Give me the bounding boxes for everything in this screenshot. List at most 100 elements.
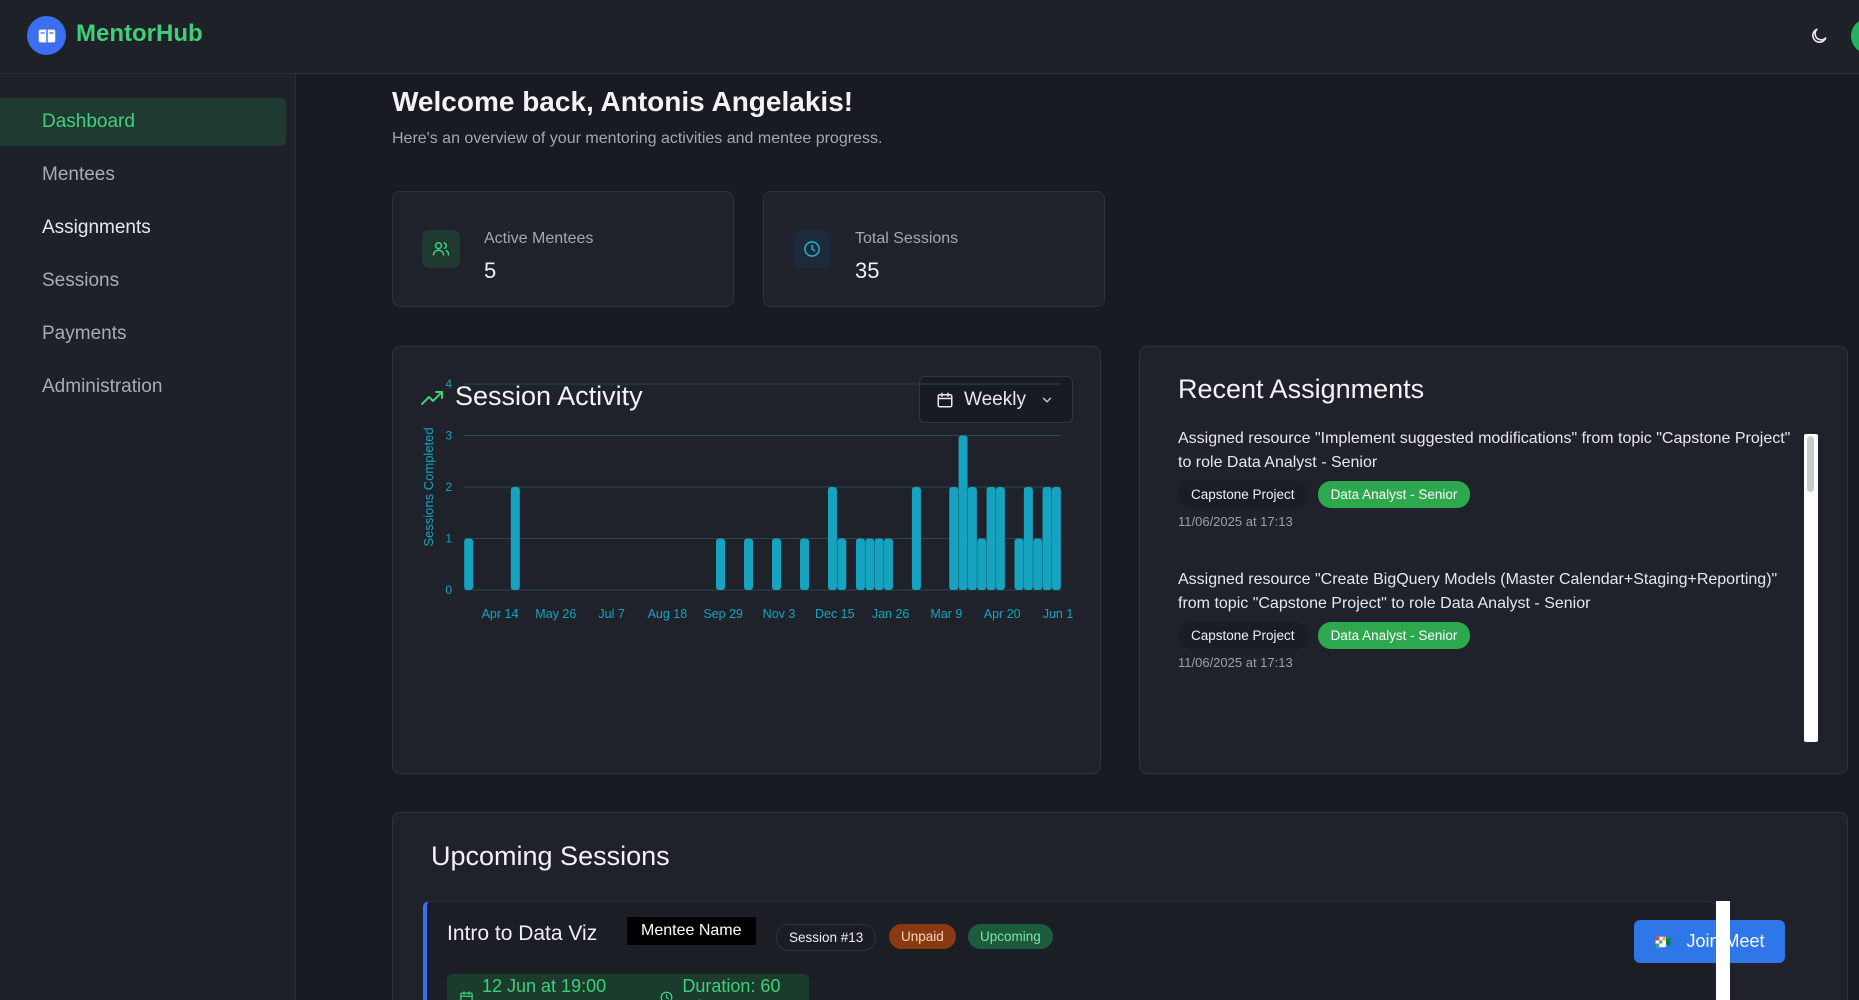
sidebar-item-mentees[interactable]: Mentees: [42, 164, 115, 185]
bar[interactable]: [883, 538, 893, 591]
period-select-value: Weekly: [964, 388, 1026, 410]
session-duration: Duration: 60 min: [682, 976, 781, 1000]
bar[interactable]: [1033, 538, 1043, 591]
x-tick-label: May 26: [535, 607, 576, 621]
logo-book-icon: [27, 16, 66, 55]
bar[interactable]: [744, 538, 754, 591]
sidebar-item-payments[interactable]: Payments: [42, 323, 127, 344]
topic-tag: Capstone Project: [1178, 622, 1308, 649]
users-icon: [422, 230, 460, 268]
bar[interactable]: [967, 487, 977, 590]
upcoming-sessions-title: Upcoming Sessions: [431, 841, 670, 871]
x-tick-label: Apr 14: [482, 607, 519, 621]
assignment-list: Assigned resource "Implement suggested m…: [1178, 427, 1818, 729]
x-tick-label: Apr 20: [984, 607, 1021, 621]
calendar-icon: [936, 391, 954, 409]
top-bar: MentorHub: [0, 0, 1859, 74]
session-activity-title: Session Activity: [455, 381, 643, 411]
assignment-text: Assigned resource "Create BigQuery Model…: [1178, 571, 1778, 612]
bar[interactable]: [799, 538, 809, 591]
chevron-down-icon: [1040, 393, 1054, 407]
x-tick-label: Jul 7: [598, 607, 624, 621]
y-tick-label: 3: [445, 429, 452, 443]
role-tag: Data Analyst - Senior: [1317, 622, 1471, 649]
bar[interactable]: [958, 435, 968, 591]
status-badge: Upcoming: [968, 924, 1053, 949]
stat-value: 5: [484, 258, 497, 283]
y-tick-label: 2: [445, 480, 452, 494]
y-tick-label: 0: [445, 583, 452, 597]
bar[interactable]: [977, 538, 987, 591]
google-meet-icon: [1654, 933, 1672, 951]
x-tick-label: Nov 3: [763, 607, 796, 621]
payment-status-badge: Unpaid: [889, 924, 956, 949]
stat-card-active-mentees: Active Mentees 5: [392, 191, 734, 307]
bar[interactable]: [716, 538, 726, 591]
theme-toggle-moon-icon[interactable]: [1806, 23, 1832, 49]
session-number-badge: Session #13: [776, 924, 877, 951]
join-meet-button[interactable]: Join Meet: [1634, 920, 1785, 963]
bar[interactable]: [827, 487, 837, 590]
bar[interactable]: [986, 487, 996, 590]
bar[interactable]: [1023, 487, 1033, 590]
recent-assignments-title: Recent Assignments: [1178, 374, 1425, 404]
x-tick-label: Aug 18: [648, 607, 688, 621]
brand-name[interactable]: MentorHub: [76, 20, 203, 47]
sessions-scrollbar[interactable]: [1716, 901, 1730, 1000]
bar[interactable]: [874, 538, 884, 591]
sidebar-item-administration[interactable]: Administration: [42, 376, 163, 397]
clock-icon: [793, 230, 831, 268]
bar[interactable]: [1051, 487, 1061, 590]
upcoming-sessions-card: Upcoming Sessions Intro to Data Viz Ment…: [392, 812, 1848, 1000]
session-activity-chart: 0 1 2 3 4 Sessions Completed Apr 14 May 26 Jul 7…: [421, 377, 1074, 621]
page-subtitle: Here's an overview of your mentoring act…: [392, 130, 883, 147]
y-axis-label: Sessions Completed: [421, 427, 436, 546]
bar[interactable]: [1014, 538, 1024, 591]
bar[interactable]: [510, 487, 520, 590]
bar[interactable]: [837, 538, 847, 591]
session-item[interactable]: Intro to Data Viz Mentee Name Session #1…: [423, 901, 1785, 1000]
assignment-text: Assigned resource "Implement suggested m…: [1178, 430, 1791, 471]
y-tick-label: 1: [445, 532, 452, 546]
session-title: Intro to Data Viz: [447, 922, 598, 945]
session-activity-card: Session Activity Weekly 0 1 2 3 4 Sessions Co…: [392, 346, 1101, 774]
trending-up-icon: [421, 390, 445, 411]
assignments-scrollbar[interactable]: [1804, 434, 1818, 742]
stat-value: 35: [855, 258, 880, 283]
x-tick-label: Sep 29: [703, 607, 743, 621]
mentee-name-tag: Mentee Name: [627, 917, 756, 945]
x-tick-label: Dec 15: [815, 607, 855, 621]
x-tick-label: Jan 26: [872, 607, 910, 621]
list-item[interactable]: Assigned resource "Create BigQuery Model…: [1178, 568, 1798, 670]
bar[interactable]: [949, 487, 959, 590]
assignment-date: 11/06/2025 at 17:13: [1178, 655, 1293, 670]
clock-icon: [660, 991, 673, 1000]
bar[interactable]: [865, 538, 875, 591]
assignment-date: 11/06/2025 at 17:13: [1178, 514, 1293, 529]
topic-tag: Capstone Project: [1178, 481, 1308, 508]
bar[interactable]: [464, 538, 474, 591]
calendar-icon: [460, 990, 473, 1000]
bar[interactable]: [995, 487, 1005, 590]
bar[interactable]: [771, 538, 781, 591]
avatar[interactable]: [1851, 18, 1859, 54]
sidebar-item-dashboard[interactable]: Dashboard: [0, 98, 286, 146]
x-tick-label: Mar 9: [930, 607, 962, 621]
recent-assignments-card: Recent Assignments Assigned resource "Im…: [1139, 346, 1848, 774]
x-tick-label: Jun 1: [1043, 607, 1074, 621]
page-title: Welcome back, Antonis Angelakis!: [392, 86, 854, 117]
y-tick-label: 4: [445, 377, 452, 391]
sidebar-item-assignments[interactable]: Assignments: [42, 217, 151, 238]
sidebar-item-sessions[interactable]: Sessions: [42, 270, 120, 291]
session-datetime-chip: 12 Jun at 19:00 GMT+3 Duration: 60 min: [447, 974, 809, 1000]
scrollbar-thumb[interactable]: [1807, 436, 1814, 492]
sidebar: Dashboard Mentees Assignments Sessions P…: [0, 74, 296, 1000]
stat-label: Active Mentees: [484, 230, 594, 247]
bar[interactable]: [855, 538, 865, 591]
role-tag: Data Analyst - Senior: [1317, 481, 1471, 508]
bar[interactable]: [1042, 487, 1052, 590]
stat-label: Total Sessions: [855, 230, 959, 247]
session-datetime: 12 Jun at 19:00 GMT+3: [482, 976, 607, 1000]
list-item[interactable]: Assigned resource "Implement suggested m…: [1178, 427, 1798, 529]
bar[interactable]: [911, 487, 921, 590]
